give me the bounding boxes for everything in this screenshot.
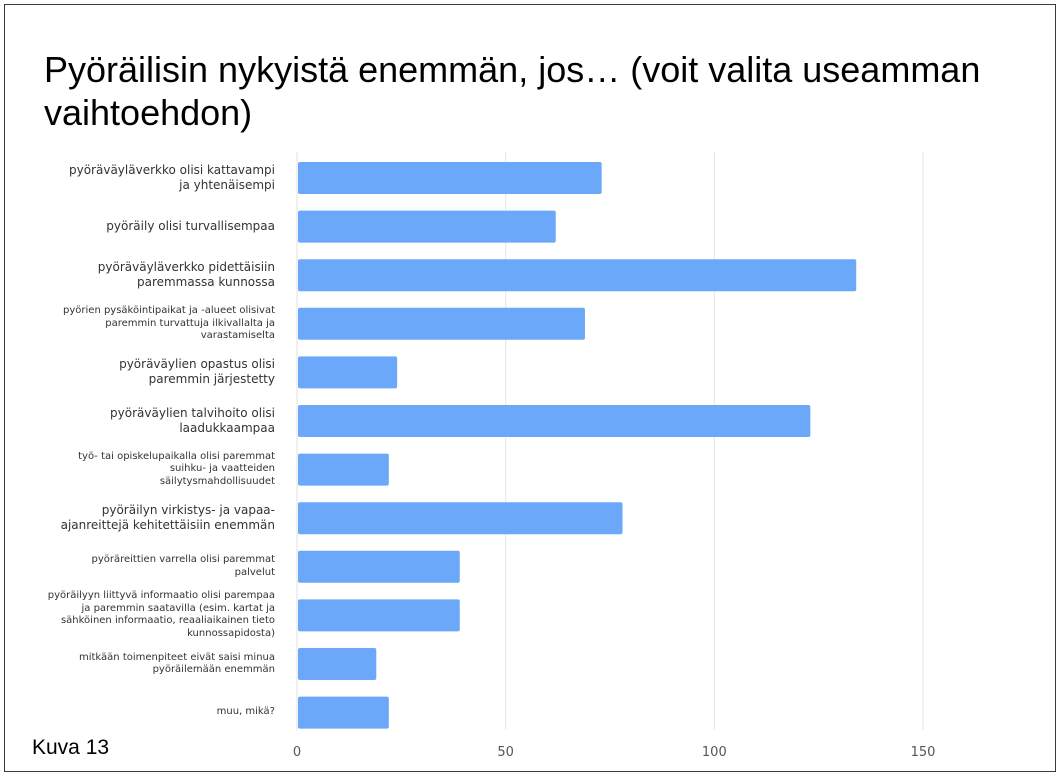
category-label: muu, mikä? (25, 697, 275, 729)
category-label-line: pyörien pysäköintipaikat ja -alueet olis… (63, 305, 275, 317)
category-label: pyöräväylien talvihoito olisi laadukkaamp… (25, 405, 275, 437)
category-label-line: muu, mikä? (216, 706, 275, 718)
category-label-line: pyöräilemään enemmän (152, 664, 275, 675)
x-tick-label: 0 (293, 745, 301, 760)
category-label-line: pyöräväyläverkko olisi kattavampi (69, 163, 275, 177)
category-label-line: laadukkaampaa (179, 421, 275, 435)
bar (298, 648, 377, 680)
bar (298, 405, 811, 437)
category-label-line: työ- tai opiskelupaikalla olisi paremmat (78, 450, 275, 462)
category-label-line: palvelut (234, 566, 275, 578)
category-label-line: pyöräväyläverkko pidettäisiin (97, 260, 275, 275)
category-label: pyöräreittien varrella olisi paremmat pal… (25, 551, 275, 583)
bar (298, 599, 460, 632)
category-label: pyöräily olisi turvallisempaa (25, 211, 275, 243)
bar (298, 307, 585, 340)
category-label-line: suihku- ja vaatteiden (169, 463, 275, 475)
category-label-line: paremmassa kunnossa (136, 275, 275, 290)
bar (298, 453, 389, 486)
category-label-line: pyöräväylien talvihoito olisi (110, 406, 275, 420)
category-label-line: pyöräilyyn liittyvä informaatio olisi pa… (47, 590, 275, 602)
category-label-line: sähköinen informaatio, reaaliaikainen ti… (60, 615, 275, 627)
category-label-line: kunnossapidosta) (187, 627, 275, 639)
category-label-line: säilytysmahdollisuudet (159, 475, 275, 487)
category-label: pyöräväylien opastus olisi paremmin järje… (25, 356, 275, 388)
category-label-line: varastamiselta (200, 330, 275, 342)
category-label: työ- tai opiskelupaikalla olisi paremmat… (25, 451, 275, 489)
bar (298, 210, 556, 243)
category-label: pyöräilyn virkistys- ja vapaa-ajanreitte… (25, 502, 275, 534)
category-label-line: pyöräily olisi turvallisempaa (106, 219, 275, 234)
category-label-line: ajanreittejä kehitettäisiin enemmän (60, 518, 275, 533)
figure-caption: Kuva 13 (32, 736, 110, 759)
category-label-line: pyöräreittien varrella olisi paremmat (91, 554, 275, 566)
category-label: mitkään toimenpiteet eivät saisi minua py… (25, 648, 275, 680)
category-label-line: ja yhtenäisempi (179, 178, 275, 192)
category-label-line: mitkään toimenpiteet eivät saisi minua (78, 651, 275, 663)
x-tick-label: 50 (497, 745, 514, 760)
slide-frame (4, 4, 1056, 772)
category-label: pyöräväyläverkko pidettäisiin paremmassa … (25, 259, 275, 291)
category-label-line: ja paremmin saatavilla (esim. kartat ja (81, 602, 275, 614)
category-label: pyörien pysäköintipaikat ja -alueet olis… (25, 305, 275, 343)
category-label-line: paremmin järjestetty (148, 372, 275, 387)
bar (298, 356, 398, 389)
bar (298, 550, 460, 583)
x-tick-label: 150 (911, 745, 936, 760)
category-label: pyöräilyyn liittyvä informaatio olisi pa… (25, 590, 275, 640)
x-tick-label: 100 (702, 745, 727, 760)
category-label-line: pyöräilyn virkistys- ja vapaa- (101, 503, 275, 518)
bar (298, 502, 623, 535)
category-label-line: paremmin turvattuja ilkivallalta ja (105, 317, 275, 329)
chart-title: Pyöräilisin nykyistä enemmän, jos… (voit… (44, 49, 981, 133)
bar (298, 696, 389, 729)
bar (298, 162, 602, 194)
category-label-line: pyöräväylien opastus olisi (119, 357, 275, 372)
bar (298, 259, 857, 292)
category-label: pyöräväyläverkko olisi kattavampi ja yhte… (25, 162, 275, 194)
